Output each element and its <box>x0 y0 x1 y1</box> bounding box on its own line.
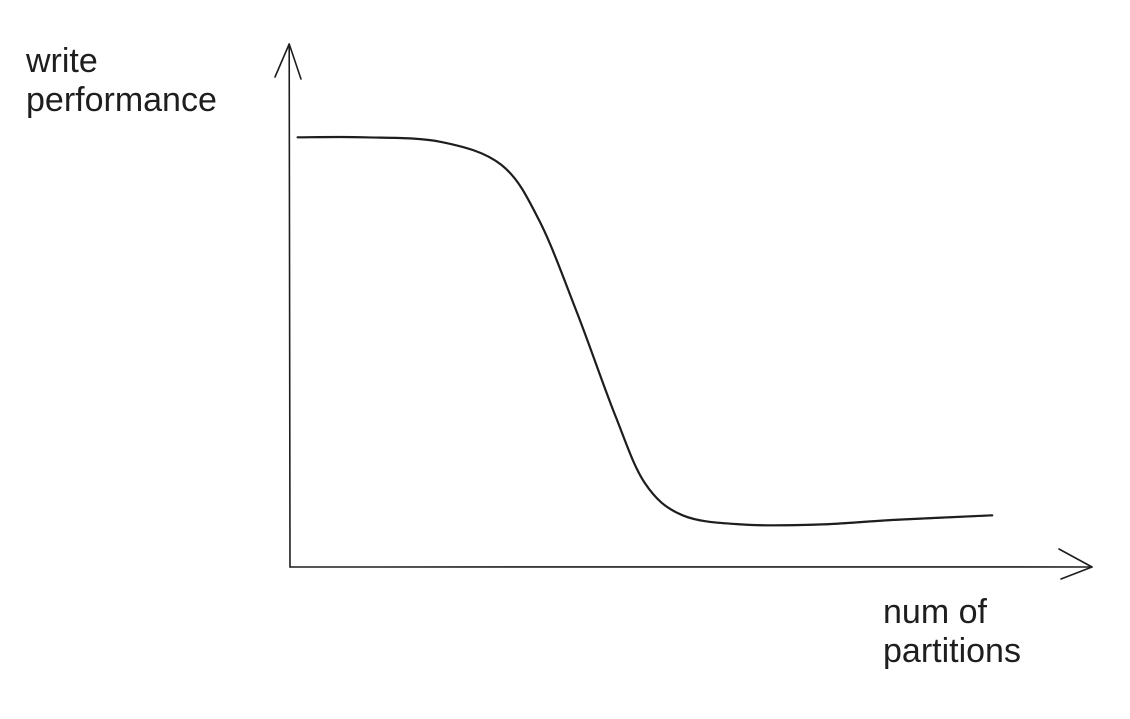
x-axis-label-line: partitions <box>883 632 1021 670</box>
x-axis-label-line: num of <box>883 593 987 631</box>
y-axis-arrowhead <box>274 43 302 80</box>
series-line-sketch-stroke <box>298 137 994 527</box>
y-axis-line <box>288 43 291 568</box>
x-axis-label: num of partitions <box>883 593 1021 671</box>
series-line <box>296 135 994 527</box>
y-axis-label: write performance <box>26 42 217 120</box>
y-axis-label-line: write <box>26 42 98 80</box>
x-axis-arrowhead <box>1058 548 1093 580</box>
y-axis-label-line: performance <box>26 81 217 119</box>
